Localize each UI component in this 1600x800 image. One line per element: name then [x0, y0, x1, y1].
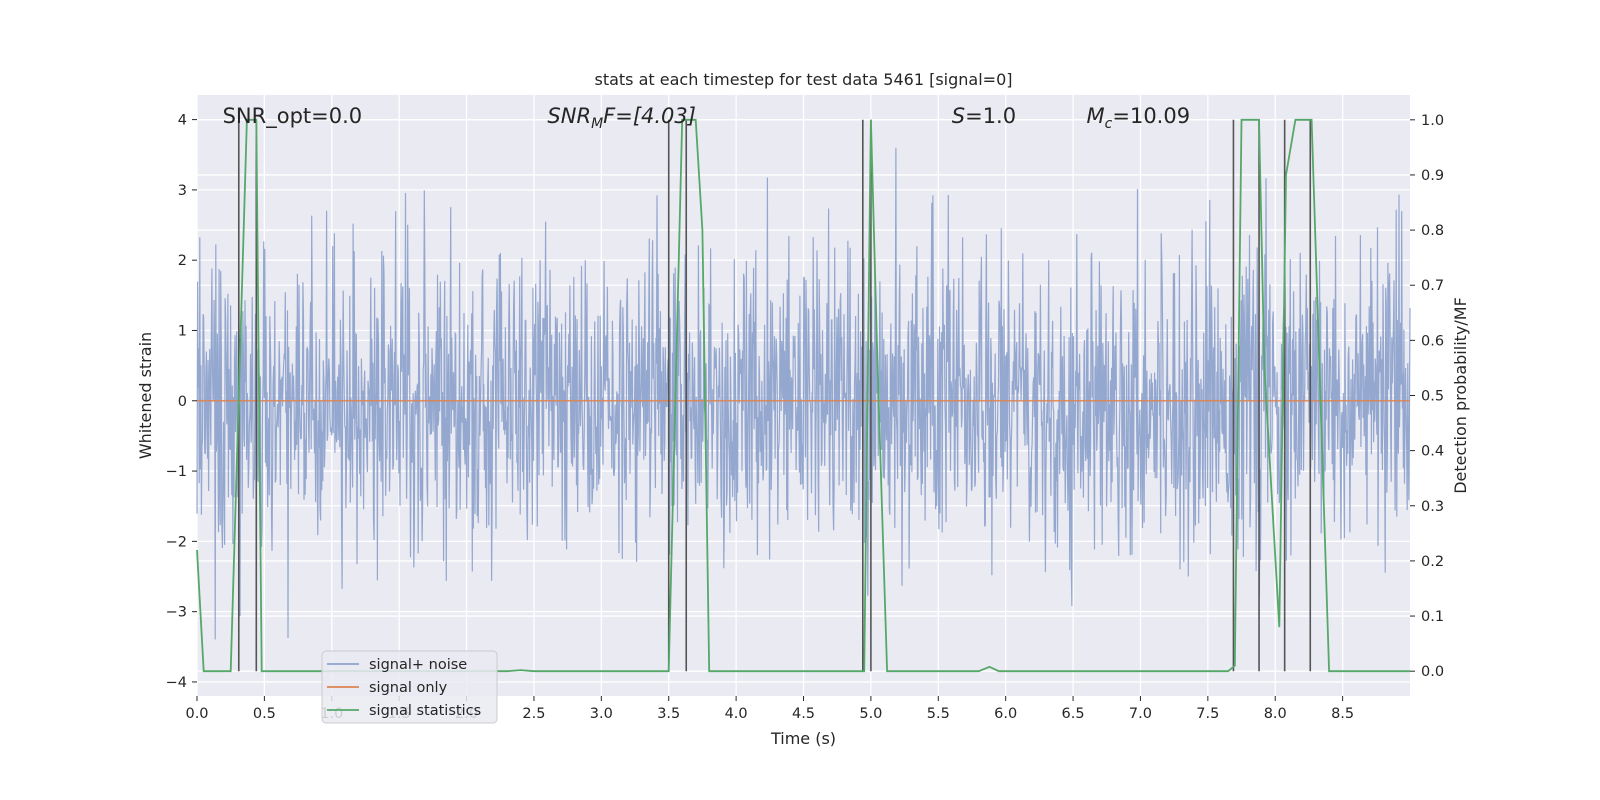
- series-line-signal-noise: [196, 147, 1411, 640]
- y-left-tick-label: −3: [166, 605, 187, 621]
- x-tick-label: 7.5: [1196, 706, 1219, 722]
- y-right-tick-label: 0.4: [1421, 444, 1444, 460]
- x-tick-label: 8.5: [1331, 706, 1354, 722]
- x-tick-label: 6.0: [994, 706, 1017, 722]
- x-tick-label: 7.0: [1129, 706, 1152, 722]
- y-axis-right-label: Detection probability/MF: [1451, 297, 1470, 494]
- y-left-tick-label: −1: [166, 464, 187, 480]
- annotation-snr-mf-sub: M: [591, 116, 603, 132]
- legend-entry-signal-only: signal only: [369, 680, 448, 696]
- axes: 0.00.51.01.52.02.53.03.54.04.55.05.56.06…: [166, 113, 1444, 722]
- y-right-tick-label: 0.0: [1421, 664, 1444, 680]
- x-tick-label: 3.0: [590, 706, 613, 722]
- y-right-tick-label: 0.3: [1421, 499, 1444, 515]
- y-axis-left-label: Whitened strain: [136, 332, 155, 459]
- y-right-tick-label: 1.0: [1421, 113, 1444, 129]
- x-tick-label: 6.5: [1062, 706, 1085, 722]
- x-tick-label: 5.0: [859, 706, 882, 722]
- x-tick-label: 8.0: [1264, 706, 1287, 722]
- y-right-tick-label: 0.2: [1421, 554, 1444, 570]
- annotation-snr-opt: SNR_opt=0.0: [223, 104, 363, 129]
- annotation-s-name: S: [952, 104, 965, 128]
- legend-box: [321, 650, 498, 724]
- legend: signal+ noise signal only signal statist…: [321, 650, 498, 724]
- annotation-snr-mf-name: SNR: [547, 104, 591, 128]
- y-left-tick-label: 1: [178, 323, 187, 339]
- x-tick-label: 4.0: [725, 706, 748, 722]
- annotation-mc: Mc=10.09: [1087, 104, 1191, 132]
- annotation-mc-sub: c: [1105, 116, 1113, 132]
- x-tick-label: 2.5: [522, 706, 545, 722]
- annotation-s-value: =1.0: [965, 104, 1016, 128]
- series-line-signal-statistics: [196, 118, 1410, 673]
- chart-title: stats at each timestep for test data 546…: [594, 70, 1012, 89]
- annotation-snr-mf-rest: F=[4.03]: [603, 104, 696, 128]
- legend-entry-signal-noise: signal+ noise: [369, 657, 467, 673]
- y-right-tick-label: 0.8: [1421, 223, 1444, 239]
- y-left-tick-label: 4: [178, 113, 187, 129]
- annotation-mc-name: M: [1087, 104, 1105, 128]
- y-left-tick-label: −4: [166, 675, 187, 691]
- annotation-mc-value: =10.09: [1112, 104, 1190, 128]
- y-left-tick-label: 2: [178, 253, 187, 269]
- y-left-tick-label: 0: [178, 394, 187, 410]
- y-left-tick-label: 3: [178, 183, 187, 199]
- x-tick-label: 3.5: [657, 706, 680, 722]
- x-tick-label: 5.5: [927, 706, 950, 722]
- x-tick-label: 4.5: [792, 706, 815, 722]
- legend-entry-signal-statistics: signal statistics: [369, 703, 481, 719]
- y-left-tick-label: −2: [166, 534, 187, 550]
- annotation-s: S=1.0: [952, 104, 1016, 128]
- y-right-tick-label: 0.9: [1421, 168, 1444, 184]
- y-right-tick-label: 0.6: [1421, 333, 1444, 349]
- data-layer: [196, 118, 1410, 673]
- x-tick-label: 0.5: [253, 706, 276, 722]
- x-tick-label: 0.0: [185, 706, 208, 722]
- annotation-snr-mf: SNRMF=[4.03]: [547, 104, 696, 132]
- y-right-tick-label: 0.1: [1421, 609, 1444, 625]
- y-right-tick-label: 0.7: [1421, 278, 1444, 294]
- x-axis-label: Time (s): [770, 729, 836, 748]
- annotations: SNR_opt=0.0 SNRMF=[4.03] S=1.0 Mc=10.09: [223, 104, 1190, 132]
- series-signal-noise: [196, 147, 1411, 640]
- y-right-tick-label: 0.5: [1421, 389, 1444, 405]
